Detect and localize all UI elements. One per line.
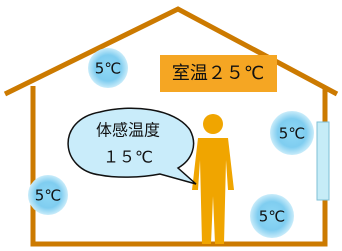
perceived-title: 体感温度 — [96, 121, 160, 140]
page: 室温２５℃ 体感温度 １５℃ 5℃ 5℃ 5℃ 5℃ (() => { cons… — [0, 0, 342, 251]
person — [192, 114, 234, 244]
cold-spot-label: 5℃ — [279, 125, 305, 143]
cold-spot-label: 5℃ — [35, 187, 61, 205]
diagram: 室温２５℃ 体感温度 １５℃ 5℃ 5℃ 5℃ 5℃ — [0, 0, 342, 251]
window — [317, 122, 329, 200]
cold-spot-label: 5℃ — [95, 60, 121, 78]
cold-spot-label: 5℃ — [259, 208, 285, 226]
room-temp-label: 室温２５℃ — [172, 63, 264, 84]
perceived-value: １５℃ — [103, 148, 153, 167]
